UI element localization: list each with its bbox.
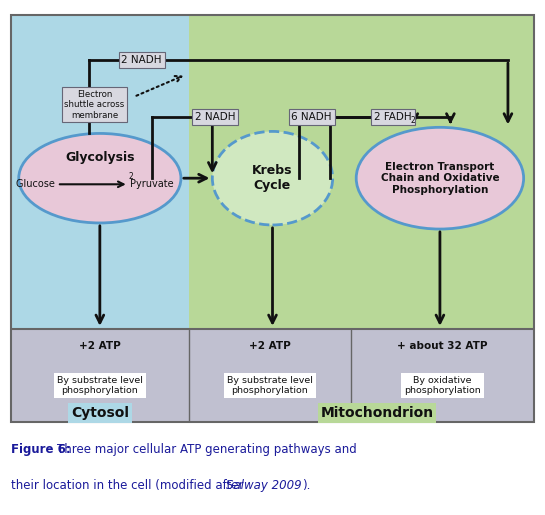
Text: Pyruvate: Pyruvate (130, 179, 174, 190)
Text: By oxidative
phosphorylation: By oxidative phosphorylation (404, 376, 481, 396)
Text: +2 ATP: +2 ATP (79, 341, 121, 351)
Text: Glycolysis: Glycolysis (65, 151, 135, 164)
Text: 2 NADH: 2 NADH (122, 55, 162, 65)
Text: 2: 2 (410, 116, 415, 125)
Ellipse shape (19, 133, 181, 223)
Text: ).: ). (302, 479, 311, 492)
Text: By substrate level
phosphorylation: By substrate level phosphorylation (57, 376, 143, 396)
Text: Cytosol: Cytosol (71, 406, 129, 420)
Text: Mitochondrion: Mitochondrion (320, 406, 434, 420)
Text: By substrate level
phosphorylation: By substrate level phosphorylation (227, 376, 313, 396)
Text: their location in the cell (modified after: their location in the cell (modified aft… (11, 479, 247, 492)
Text: Figure 6:: Figure 6: (11, 443, 71, 456)
Text: Krebs
Cycle: Krebs Cycle (252, 164, 293, 192)
Text: 2: 2 (129, 171, 134, 181)
Text: 2 NADH: 2 NADH (195, 112, 235, 122)
Text: Salway 2009: Salway 2009 (226, 479, 302, 492)
Text: 2 FADH: 2 FADH (374, 112, 411, 122)
Text: Glucose: Glucose (16, 179, 58, 190)
Text: Electron
shuttle across
membrane: Electron shuttle across membrane (64, 90, 125, 120)
Text: + about 32 ATP: + about 32 ATP (397, 341, 488, 351)
Bar (189, 15, 534, 422)
Text: Electron Transport
Chain and Oxidative
Phosphorylation: Electron Transport Chain and Oxidative P… (380, 162, 499, 195)
Ellipse shape (356, 127, 524, 229)
Bar (11, 329, 534, 422)
Text: +2 ATP: +2 ATP (249, 341, 291, 351)
Bar (11, 15, 189, 422)
Text: Three major cellular ATP generating pathways and: Three major cellular ATP generating path… (57, 443, 357, 456)
Ellipse shape (213, 131, 332, 225)
Text: 6 NADH: 6 NADH (292, 112, 332, 122)
